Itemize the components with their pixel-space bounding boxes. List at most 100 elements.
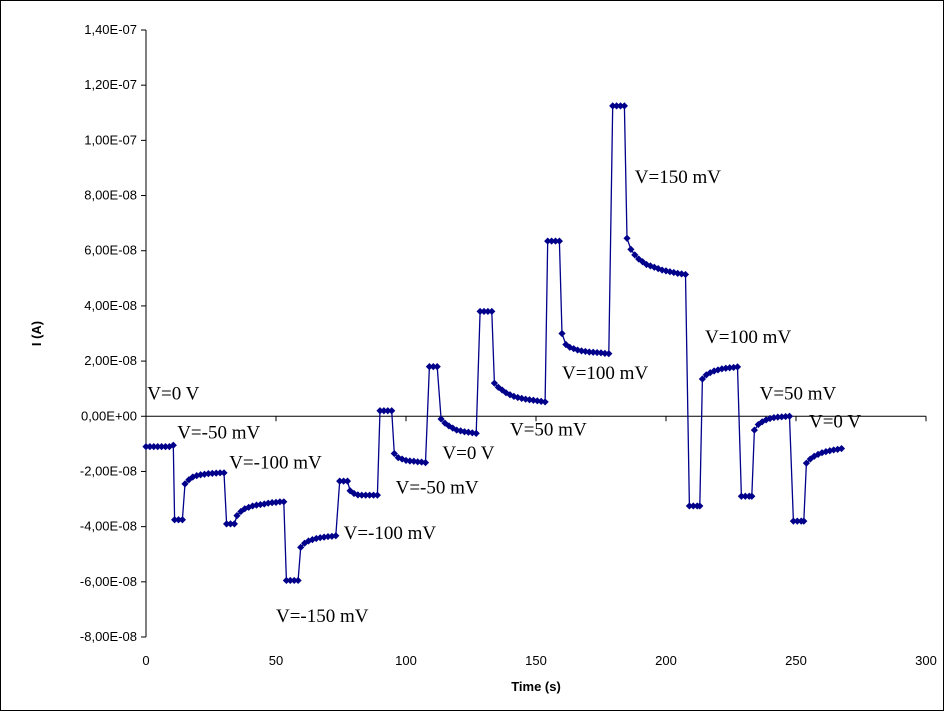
data-point bbox=[204, 470, 212, 478]
data-point bbox=[597, 349, 605, 357]
voltage-annotation: V=100 mV bbox=[562, 363, 648, 384]
data-point bbox=[754, 420, 762, 429]
x-tick-label: 50 bbox=[269, 653, 283, 668]
data-point bbox=[685, 502, 693, 510]
data-point bbox=[666, 268, 674, 276]
data-point bbox=[551, 237, 560, 245]
data-point bbox=[678, 270, 686, 278]
data-point bbox=[658, 266, 666, 274]
data-point bbox=[616, 102, 625, 110]
data-point bbox=[650, 263, 658, 271]
data-point bbox=[774, 413, 782, 421]
data-point bbox=[541, 398, 549, 406]
data-point bbox=[169, 441, 177, 449]
data-point bbox=[589, 348, 597, 356]
data-point bbox=[698, 375, 706, 383]
data-point bbox=[480, 307, 488, 316]
data-point bbox=[750, 426, 758, 434]
data-point bbox=[158, 443, 166, 451]
data-point bbox=[718, 365, 726, 373]
data-point bbox=[696, 502, 704, 510]
data-point bbox=[726, 364, 734, 372]
data-point bbox=[380, 407, 388, 415]
data-point bbox=[793, 517, 801, 525]
data-point bbox=[212, 469, 220, 477]
data-point bbox=[770, 414, 778, 422]
y-axis-title: I (A) bbox=[29, 321, 44, 346]
data-point bbox=[476, 307, 484, 316]
series-markers bbox=[142, 102, 846, 585]
data-point bbox=[635, 255, 643, 263]
data-point bbox=[233, 512, 241, 520]
y-tick-label: -2,00E-08 bbox=[80, 463, 137, 478]
data-point bbox=[537, 397, 545, 405]
data-point bbox=[494, 383, 502, 391]
data-point bbox=[710, 367, 718, 375]
voltage-annotation: V=100 mV bbox=[705, 327, 791, 348]
data-point bbox=[525, 396, 534, 404]
data-point bbox=[737, 492, 745, 500]
data-point bbox=[642, 260, 651, 269]
data-point bbox=[789, 517, 797, 525]
data-point bbox=[449, 424, 457, 432]
data-point bbox=[722, 364, 730, 372]
data-point bbox=[498, 386, 506, 394]
data-point bbox=[558, 329, 566, 338]
data-point bbox=[324, 532, 332, 541]
y-tick-label: 2,00E-08 bbox=[84, 353, 137, 368]
data-point bbox=[730, 363, 738, 372]
x-tick-label: 300 bbox=[915, 653, 937, 668]
y-tick-label: -6,00E-08 bbox=[80, 574, 137, 589]
data-point bbox=[340, 477, 348, 485]
data-point bbox=[304, 537, 313, 545]
data-point bbox=[354, 491, 362, 499]
data-point bbox=[785, 412, 794, 420]
y-tick-label: -8,00E-08 bbox=[80, 629, 137, 644]
data-point bbox=[627, 245, 635, 253]
data-point bbox=[457, 427, 465, 435]
data-point bbox=[800, 517, 808, 525]
data-point bbox=[390, 449, 398, 458]
data-point bbox=[260, 500, 268, 508]
data-point bbox=[294, 576, 302, 585]
data-point bbox=[414, 458, 422, 466]
y-tick-label: 8,00E-08 bbox=[84, 188, 137, 203]
x-tick-label: 250 bbox=[785, 653, 807, 668]
data-point bbox=[418, 458, 426, 466]
data-point bbox=[336, 477, 344, 485]
data-point bbox=[472, 429, 480, 437]
data-point bbox=[518, 394, 526, 402]
data-point bbox=[689, 502, 697, 510]
data-point bbox=[674, 269, 682, 277]
data-point bbox=[514, 393, 522, 402]
voltage-annotation: V=0 V bbox=[147, 384, 199, 405]
data-point bbox=[237, 507, 245, 516]
data-point bbox=[484, 307, 492, 316]
data-point bbox=[522, 395, 530, 403]
axes: -8,00E-08 -6,00E-08 -4,00E-08 -2,00E-08 0,00… bbox=[80, 22, 937, 668]
data-point bbox=[445, 422, 453, 430]
data-point bbox=[178, 516, 186, 524]
data-point bbox=[593, 348, 601, 357]
data-point bbox=[585, 348, 593, 356]
data-point bbox=[142, 443, 150, 451]
data-point bbox=[308, 536, 316, 544]
y-tick-label: 0,00E+00 bbox=[81, 408, 137, 423]
data-point bbox=[161, 443, 170, 451]
data-point bbox=[282, 576, 290, 585]
data-point bbox=[154, 443, 162, 451]
data-point bbox=[748, 492, 756, 500]
data-point bbox=[332, 532, 340, 540]
data-point bbox=[394, 454, 402, 462]
data-point bbox=[533, 397, 541, 405]
y-tick-label: 1,00E-07 bbox=[84, 132, 137, 147]
data-point bbox=[241, 505, 249, 513]
data-point bbox=[226, 520, 235, 528]
data-point bbox=[782, 412, 790, 421]
data-point bbox=[366, 491, 374, 499]
x-tick-label: 150 bbox=[525, 653, 547, 668]
voltage-annotation: V=-100 mV bbox=[344, 523, 437, 544]
data-point bbox=[171, 516, 179, 524]
data-point bbox=[818, 449, 826, 457]
